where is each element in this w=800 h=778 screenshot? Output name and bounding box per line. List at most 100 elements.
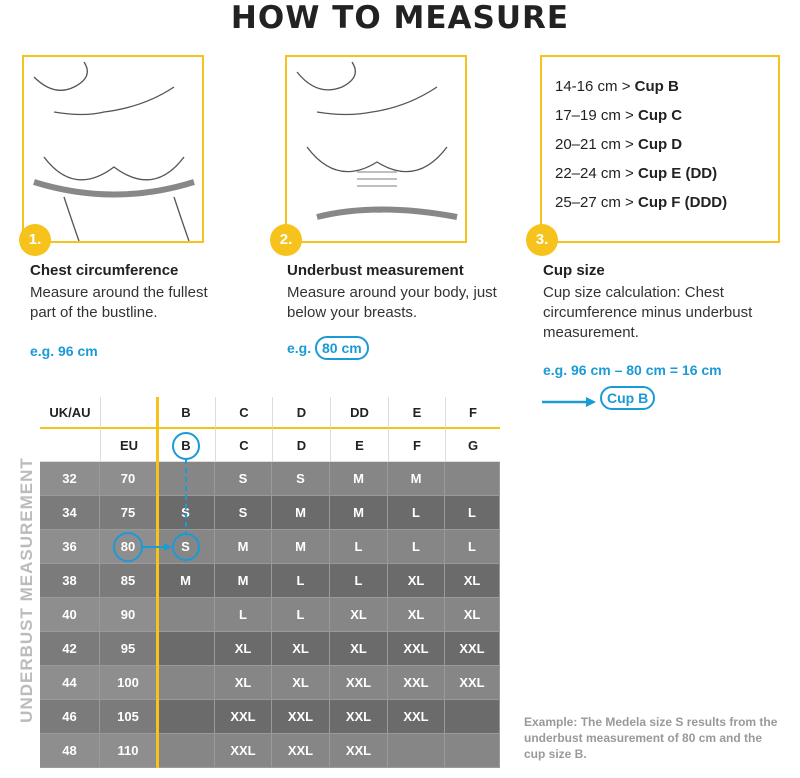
table-cell: 32 — [40, 462, 100, 496]
cup-size: Cup B — [634, 78, 679, 95]
table-cell: XL — [445, 598, 500, 632]
header-cell: DD — [330, 397, 388, 429]
table-cell: S — [157, 496, 215, 530]
table-cell — [445, 462, 500, 496]
table-cell: 105 — [100, 700, 157, 734]
step-heading: Cup size — [543, 262, 605, 279]
table-cell: XXL — [272, 700, 330, 734]
step-example: e.g. 96 cm – 80 cm = 16 cm — [543, 362, 722, 378]
table-cell: 110 — [100, 734, 157, 768]
table-cell: XXL — [445, 632, 500, 666]
header-cell: D — [272, 429, 330, 462]
table-cell: L — [215, 598, 272, 632]
table-cell: L — [272, 598, 330, 632]
table-cell: XXL — [388, 700, 445, 734]
table-cell: 100 — [100, 666, 157, 700]
table-cell: XXL — [215, 734, 272, 768]
table-cell: 46 — [40, 700, 100, 734]
table-cell: 85 — [100, 564, 157, 598]
cup-line: 20–21 cm > Cup D — [555, 136, 682, 153]
cup-range: 20–21 cm > — [555, 136, 634, 153]
table-cell: XL — [388, 598, 445, 632]
table-cell: XL — [215, 632, 272, 666]
cup-size: Cup C — [637, 107, 683, 124]
cup-size: Cup D — [637, 136, 683, 153]
illustration-box — [22, 55, 204, 243]
header-cell: G — [445, 429, 500, 462]
table-cell: XL — [215, 666, 272, 700]
table-cell: L — [272, 564, 330, 598]
cup-chart-box — [540, 55, 780, 243]
cup-line: 22–24 cm > Cup E (DD) — [555, 165, 717, 182]
table-cell: XXL — [272, 734, 330, 768]
axis-label: UNDERBUST MEASUREMENT — [17, 457, 36, 723]
table-cell: S — [215, 496, 272, 530]
table-cell: XL — [272, 666, 330, 700]
header-cell — [40, 429, 100, 462]
header-cell: F — [388, 429, 445, 462]
step-description: Measure around your body, just below you… — [287, 284, 497, 321]
illustration — [33, 61, 195, 242]
step-description: Cup size calculation: Chest circumferenc… — [543, 284, 753, 341]
table-cell: L — [330, 564, 388, 598]
header-cell: C — [215, 429, 272, 462]
table-cell: L — [330, 530, 388, 564]
table-cell — [157, 734, 215, 768]
header-cell: C — [215, 397, 272, 429]
table-cell — [157, 462, 215, 496]
table-cell: 95 — [100, 632, 157, 666]
table-cell: XXL — [388, 666, 445, 700]
step-result: Cup B — [600, 386, 656, 410]
cup-range: 17–19 cm > — [555, 107, 634, 124]
table-cell: XXL — [215, 700, 272, 734]
illustration-box — [285, 55, 467, 243]
cup-line: 14-16 cm > Cup B — [555, 78, 679, 95]
header-cell: B — [157, 429, 215, 462]
header-cell: B — [157, 397, 215, 429]
cup-range: 22–24 cm > — [555, 165, 634, 182]
table-cell: XXL — [330, 700, 388, 734]
table-cell — [445, 700, 500, 734]
header-cell — [100, 397, 157, 429]
cup-size: Cup E (DD) — [637, 165, 718, 182]
table-cell — [157, 666, 215, 700]
step-number: 1. — [19, 224, 51, 256]
table-cell: XL — [330, 598, 388, 632]
table-cell: M — [330, 462, 388, 496]
step-description: Measure around the fullest part of the b… — [30, 284, 208, 321]
example-prefix: e.g. — [287, 340, 312, 356]
example-value: 80 cm — [315, 336, 369, 360]
header-cell: D — [272, 397, 330, 429]
table-cell: S — [272, 462, 330, 496]
table-cell — [157, 632, 215, 666]
cup-line: 17–19 cm > Cup C — [555, 107, 682, 124]
step-number: 3. — [526, 224, 558, 256]
header-cell: E — [330, 429, 388, 462]
table-cell: M — [272, 496, 330, 530]
table-cell: XXL — [330, 666, 388, 700]
footnote: Example: The Medela size S results from … — [524, 715, 778, 761]
table-cell — [388, 734, 445, 768]
step-example: e.g. 96 cm — [30, 343, 98, 359]
table-cell — [445, 734, 500, 768]
header-cell: UK/AU — [40, 397, 100, 429]
table-cell — [157, 598, 215, 632]
table-cell: 44 — [40, 666, 100, 700]
step-heading: Underbust measurement — [287, 262, 464, 279]
table-cell: 40 — [40, 598, 100, 632]
step-number: 2. — [270, 224, 302, 256]
divider — [156, 397, 159, 768]
arrow — [542, 397, 596, 407]
header-cell: E — [388, 397, 445, 429]
cup-size: Cup F (DDD) — [637, 194, 728, 211]
table-cell: M — [388, 462, 445, 496]
table-cell: XL — [272, 632, 330, 666]
table-cell: XL — [330, 632, 388, 666]
result-value: Cup B — [600, 386, 656, 410]
cup-range: 14-16 cm > — [555, 78, 631, 95]
illustration — [296, 61, 458, 220]
table-cell: L — [388, 530, 445, 564]
step-heading: Chest circumference — [30, 262, 179, 279]
header-cell: EU — [100, 429, 157, 462]
table-cell: M — [330, 496, 388, 530]
